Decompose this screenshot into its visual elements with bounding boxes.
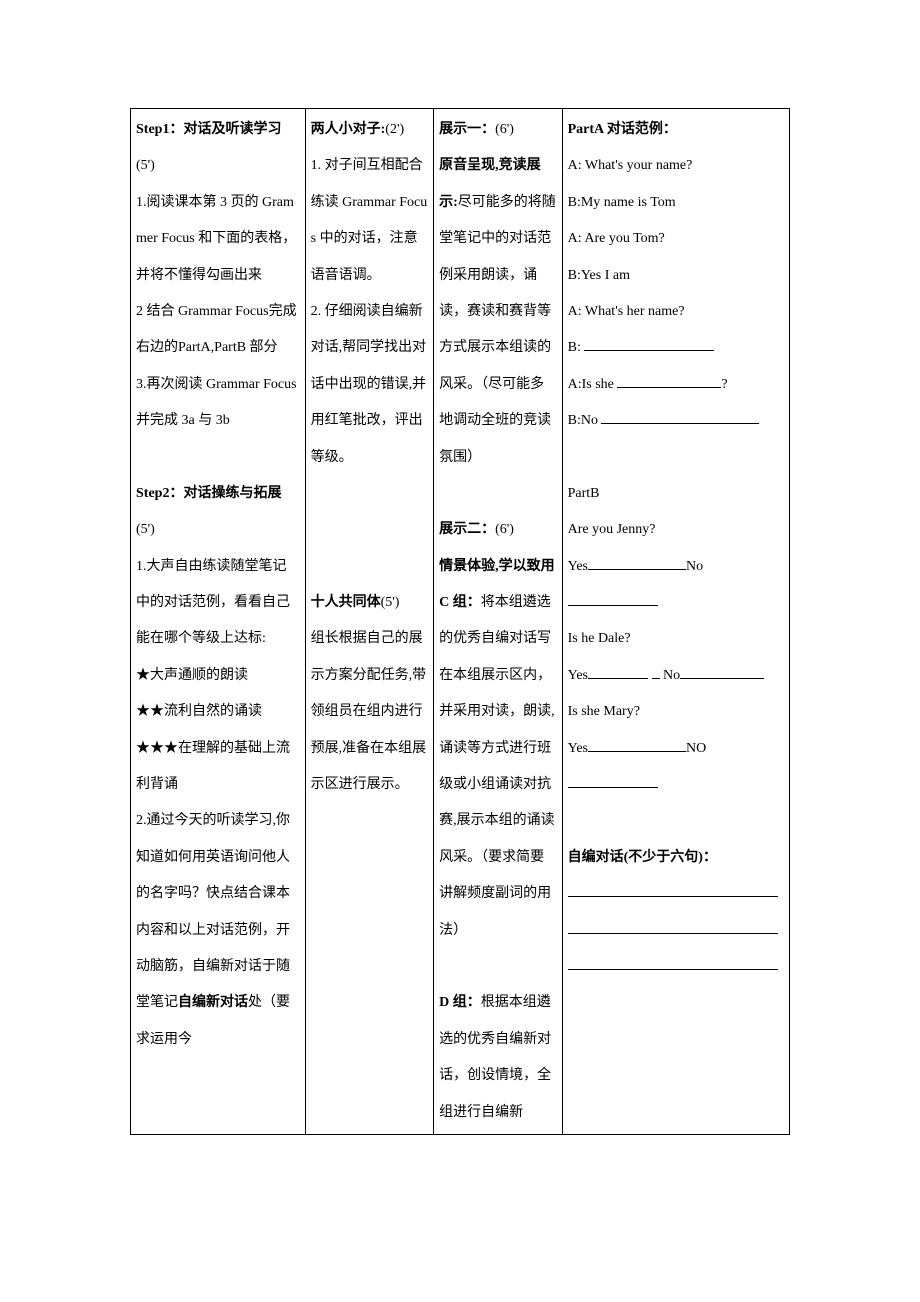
show2-d-label: D 组： [439, 995, 481, 1010]
partA-a4-suffix: ? [721, 377, 727, 392]
partB-q3: Is she Mary? [568, 704, 640, 719]
step1-item3: 3.再次阅读 Grammar Focus 并完成 3a 与 3b [136, 377, 297, 428]
blank-yes1 [588, 556, 686, 570]
show1-time: (6') [495, 122, 514, 137]
show1-heading: 展示一： [439, 122, 495, 137]
step2-star2: ★★流利自然的诵读 [136, 704, 262, 719]
lesson-table: Step1：对话及听读学习 (5') 1.阅读课本第 3 页的 Grammer F… [130, 108, 790, 1135]
step1-item1: 1.阅读课本第 3 页的 Grammer Focus 和下面的表格，并将不懂得勾… [136, 195, 296, 283]
show2-time: (6') [495, 522, 514, 537]
ten-time: (5') [381, 595, 400, 610]
blank-a4 [617, 374, 721, 388]
partA-a3: A: What's her name? [568, 304, 685, 319]
self-heading: 自编对话(不少于六句)： [568, 850, 717, 865]
pair-item1: 1. 对子间互相配合练读 Grammar Focus 中的对话，注意语音语调。 [311, 158, 428, 282]
blank-yes2 [588, 665, 648, 679]
step2-star3: ★★★在理解的基础上流利背诵 [136, 741, 290, 792]
show2-c-label: C 组： [439, 595, 481, 610]
partA-b1: B:My name is Tom [568, 195, 676, 210]
col-show: 展示一：(6') 原音呈现,竞读展示:尽可能多的将随堂笔记中的对话范例采用朗读，… [434, 109, 563, 1135]
partA-b2: B:Yes I am [568, 268, 630, 283]
step2-item1: 1.大声自由练读随堂笔记中的对话范例，看看自己能在哪个等级上达标: [136, 559, 290, 647]
col-selfstudy: Step1：对话及听读学习 (5') 1.阅读课本第 3 页的 Grammer F… [131, 109, 306, 1135]
partA-b4-prefix: B:No [568, 413, 598, 428]
yes-2: Yes [568, 668, 588, 683]
blank-no3 [568, 774, 658, 788]
blank-no2 [680, 665, 764, 679]
step1-item2: 2 结合 Grammar Focus完成右边的PartA,PartB 部分 [136, 304, 297, 355]
partA-a1: A: What's your name? [568, 158, 693, 173]
col-notes: PartA 对话范例： A: What's your name? B:My na… [562, 109, 789, 1135]
blank-line2 [568, 920, 778, 934]
show1-body: 尽可能多的将随堂笔记中的对话范例采用朗读，诵读，赛读和赛背等方式展示本组读的风采… [439, 195, 556, 465]
step2-item2-a: 2.通过今天的听读学习,你知道如何用英语询问他人的名字吗？快点结合课本内容和以上… [136, 813, 290, 1010]
step1-time: (5') [136, 158, 155, 173]
step1-heading: Step1：对话及听读学习 [136, 122, 281, 137]
step2-heading: Step2：对话操练与拓展 [136, 486, 281, 501]
show2-heading: 展示二： [439, 522, 495, 537]
step2-item2-b: 自编新对话 [178, 995, 248, 1010]
blank-b3 [584, 337, 714, 351]
page: Step1：对话及听读学习 (5') 1.阅读课本第 3 页的 Grammer F… [0, 0, 920, 1302]
partA-b3-prefix: B: [568, 340, 581, 355]
blank-gap2 [652, 665, 660, 679]
step2-star1: ★大声通顺的朗读 [136, 668, 248, 683]
partB-heading: PartB [568, 486, 600, 501]
blank-b4 [601, 410, 759, 424]
partB-q2: Is he Dale? [568, 631, 631, 646]
partB-q1: Are you Jenny? [568, 522, 656, 537]
show2-d-body: 根据本组遴选的优秀自编新对话，创设情境，全组进行自编新 [439, 995, 551, 1119]
col-group: 两人小对子:(2') 1. 对子间互相配合练读 Grammar Focus 中的… [305, 109, 434, 1135]
ten-body: 组长根据自己的展示方案分配任务,带领组员在组内进行预展,准备在本组展示区进行展示… [311, 631, 427, 792]
ten-heading: 十人共同体 [311, 595, 381, 610]
no-3: NO [686, 741, 706, 756]
step2-time: (5') [136, 522, 155, 537]
blank-yes3 [588, 738, 686, 752]
partA-a2: A: Are you Tom? [568, 231, 665, 246]
partA-a4-prefix: A:Is she [568, 377, 618, 392]
partA-heading: PartA 对话范例： [568, 122, 677, 137]
show2-sub: 情景体验,学以致用 [439, 559, 555, 574]
show2-c-body: 将本组遴选的优秀自编对话写在本组展示区内，并采用对读，朗读,诵读等方式进行班级或… [439, 595, 555, 938]
yes-1: Yes [568, 559, 588, 574]
no-1: No [686, 559, 703, 574]
yes-3: Yes [568, 741, 588, 756]
pair-item2: 2. 仔细阅读自编新对话,帮同学找出对话中出现的错误,并用红笔批改，评出等级。 [311, 304, 427, 465]
pair-time: (2') [385, 122, 404, 137]
blank-no1 [568, 592, 658, 606]
blank-line3 [568, 956, 778, 970]
blank-line1 [568, 883, 778, 897]
no-2: No [663, 668, 680, 683]
pair-heading: 两人小对子: [311, 122, 386, 137]
